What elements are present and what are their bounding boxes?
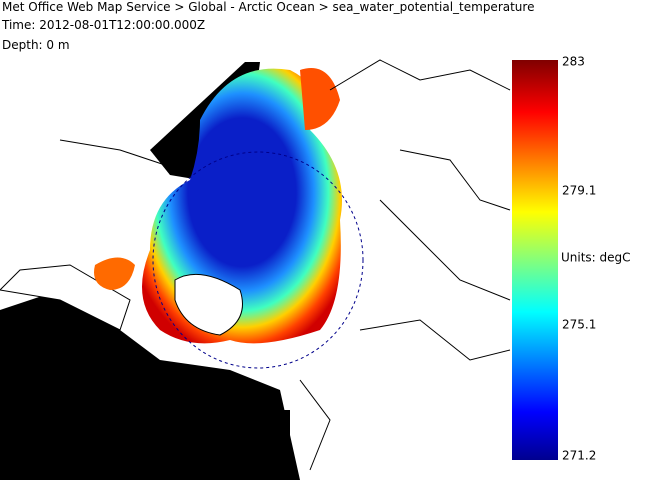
colorbar xyxy=(512,60,558,460)
land xyxy=(0,290,300,480)
land xyxy=(174,273,243,336)
colorbar-tick-label: 279.1 xyxy=(562,183,596,197)
latitude-circle xyxy=(152,151,364,369)
coastline xyxy=(59,59,511,471)
colorbar-tick-label: 271.2 xyxy=(562,449,596,463)
colorbar-tick-label: 275.1 xyxy=(562,318,596,332)
land xyxy=(230,410,290,480)
depth-label: Depth: 0 m xyxy=(2,38,70,52)
time-label: Time: 2012-08-01T12:00:00.000Z xyxy=(2,18,206,32)
units-label: Units: degC xyxy=(561,251,631,265)
ocean-temperature xyxy=(94,257,135,290)
title: Met Office Web Map Service > Global - Ar… xyxy=(2,0,535,14)
colorbar-tick-label: 283 xyxy=(562,55,585,69)
map xyxy=(0,59,511,480)
colorbar-labels: 283 279.1 275.1 271.2 Units: degC xyxy=(561,55,631,463)
ocean-temperature xyxy=(300,68,340,130)
